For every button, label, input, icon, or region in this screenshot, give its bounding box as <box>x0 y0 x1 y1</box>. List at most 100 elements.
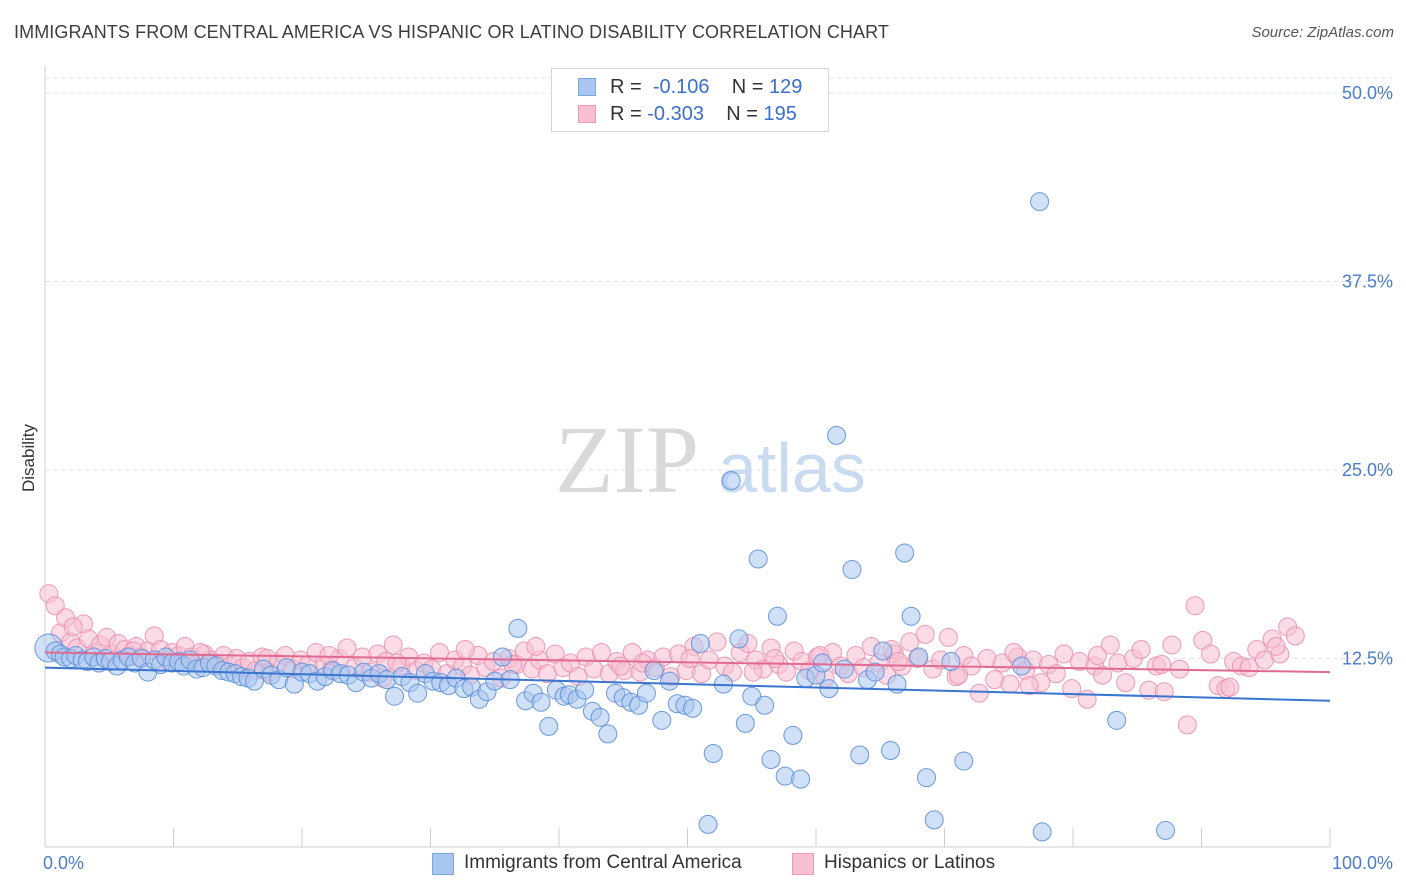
point-immigrants <box>742 686 762 706</box>
point-immigrants <box>539 716 559 736</box>
x-tick-label-min: 0.0% <box>43 853 84 873</box>
legend-swatch-blue <box>578 78 596 96</box>
watermark: ZIP atlas <box>555 406 866 513</box>
point-immigrants <box>895 543 915 563</box>
point-hispanics <box>1239 658 1259 678</box>
point-immigrants <box>735 713 755 733</box>
point-hispanics <box>1116 673 1136 693</box>
point-immigrants <box>492 647 512 667</box>
axes <box>44 66 1331 848</box>
point-hispanics <box>1000 674 1020 694</box>
point-immigrants <box>377 670 397 690</box>
point-immigrants <box>652 710 672 730</box>
point-immigrants <box>408 683 428 703</box>
watermark-zip: ZIP <box>555 406 699 513</box>
bottom-legend-swatch-pink <box>792 853 814 875</box>
point-hispanics <box>680 649 700 669</box>
point-hispanics <box>1200 644 1220 664</box>
point-immigrants <box>954 751 974 771</box>
y-tick-label: 25.0% <box>1342 460 1393 480</box>
trend-line-immigrants <box>44 666 1331 702</box>
point-immigrants <box>827 425 847 445</box>
point-immigrants <box>698 814 718 834</box>
point-immigrants <box>598 724 618 744</box>
data-points <box>34 192 1305 842</box>
point-immigrants <box>761 750 781 770</box>
point-hispanics <box>938 627 958 647</box>
legend: R = -0.106 N = 129 R = -0.303 N = 195 <box>551 68 829 132</box>
point-immigrants <box>767 606 787 626</box>
y-tick-label: 12.5% <box>1342 649 1393 669</box>
point-immigrants <box>531 692 551 712</box>
point-immigrants <box>850 745 870 765</box>
grid-lines <box>45 77 1392 660</box>
point-hispanics <box>1093 665 1113 685</box>
point-immigrants <box>660 671 680 691</box>
point-immigrants <box>575 680 595 700</box>
point-immigrants <box>729 629 749 649</box>
point-immigrants <box>590 707 610 727</box>
point-hispanics <box>1019 676 1039 696</box>
point-hispanics <box>765 649 785 669</box>
point-immigrants <box>644 661 664 681</box>
point-hispanics <box>915 624 935 644</box>
point-hispanics <box>45 596 65 616</box>
point-immigrants <box>1107 710 1127 730</box>
point-hispanics <box>611 656 631 676</box>
legend-r-value: -0.106 <box>652 76 710 98</box>
point-immigrants <box>721 471 741 491</box>
bottom-legend-swatch-blue <box>432 853 454 875</box>
legend-n-label: N = <box>726 103 758 125</box>
point-hispanics <box>1046 664 1066 684</box>
point-hispanics <box>1131 639 1151 659</box>
point-immigrants <box>1012 656 1032 676</box>
bottom-legend-label: Immigrants from Central America <box>464 852 742 873</box>
point-hispanics <box>63 617 83 637</box>
legend-r-value: -0.303 <box>647 103 704 125</box>
point-hispanics <box>1220 677 1240 697</box>
source-label: Source: ZipAtlas.com <box>1251 24 1394 41</box>
point-immigrants <box>812 653 832 673</box>
point-immigrants <box>1030 192 1050 212</box>
point-immigrants <box>508 618 528 638</box>
point-hispanics <box>337 638 357 658</box>
legend-n-value: 195 <box>763 103 797 125</box>
chart-title: IMMIGRANTS FROM CENTRAL AMERICA VS HISPA… <box>14 22 889 42</box>
legend-r-label: R = <box>610 103 642 125</box>
point-immigrants <box>636 683 656 703</box>
point-hispanics <box>707 632 727 652</box>
point-hispanics <box>1087 646 1107 666</box>
point-hispanics <box>383 635 403 655</box>
point-immigrants <box>1032 822 1052 842</box>
point-immigrants <box>703 744 723 764</box>
point-hispanics <box>429 642 449 662</box>
point-hispanics <box>743 662 763 682</box>
point-immigrants <box>873 641 893 661</box>
point-hispanics <box>1162 635 1182 655</box>
point-immigrants <box>842 560 862 580</box>
point-immigrants <box>941 652 961 672</box>
point-hispanics <box>888 652 908 672</box>
x-tick-label-max: 100.0% <box>1332 853 1393 873</box>
legend-swatch-pink <box>578 105 596 123</box>
trend-line-hispanics <box>44 651 1331 674</box>
point-immigrants <box>1156 820 1176 840</box>
point-immigrants <box>901 606 921 626</box>
point-immigrants <box>917 768 937 788</box>
y-tick-label: 50.0% <box>1342 83 1393 103</box>
point-hispanics <box>900 632 920 652</box>
point-immigrants <box>683 698 703 718</box>
y-tick-label: 37.5% <box>1342 272 1393 292</box>
point-immigrants <box>924 810 944 830</box>
point-immigrants <box>690 633 710 653</box>
point-immigrants <box>783 725 803 745</box>
point-hispanics <box>1285 626 1305 646</box>
point-hispanics <box>1185 596 1205 616</box>
point-hispanics <box>1266 636 1286 656</box>
point-immigrants <box>755 695 775 715</box>
point-hispanics <box>526 636 546 656</box>
point-hispanics <box>1100 635 1120 655</box>
point-immigrants <box>791 769 811 789</box>
point-immigrants <box>834 659 854 679</box>
